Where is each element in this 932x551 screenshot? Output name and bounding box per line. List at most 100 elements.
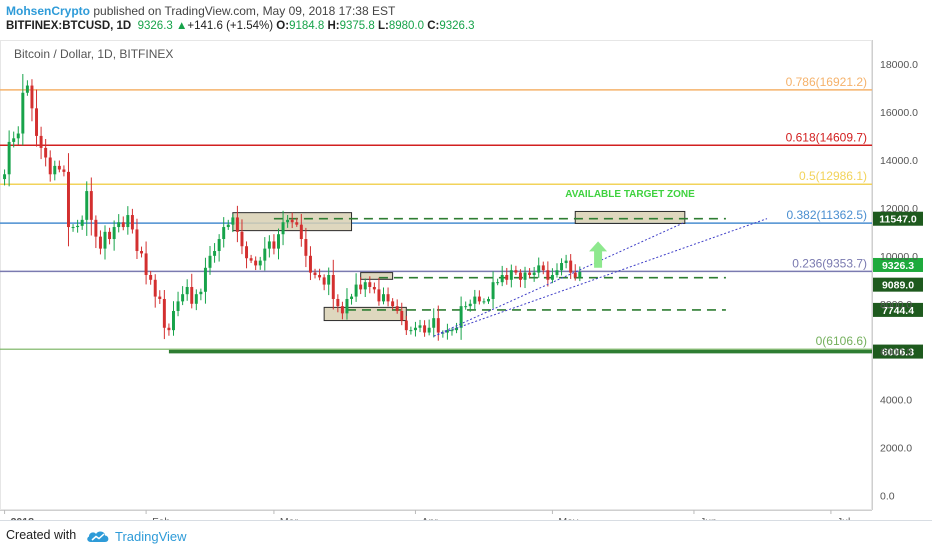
candle-body bbox=[263, 248, 267, 261]
candle-body bbox=[62, 169, 66, 172]
candle-body bbox=[382, 294, 385, 302]
candle-body bbox=[57, 165, 61, 170]
candle-body bbox=[35, 108, 39, 136]
candle-body bbox=[304, 239, 308, 256]
candle-body bbox=[523, 272, 527, 280]
candle-body bbox=[359, 284, 363, 290]
candle-body bbox=[514, 270, 518, 273]
x-tick-label: Jun bbox=[700, 516, 717, 520]
candle-body bbox=[555, 270, 559, 275]
candle-body bbox=[455, 327, 459, 331]
candle-body bbox=[112, 227, 116, 240]
candle-body bbox=[413, 327, 417, 331]
y-tick-label: 8000.0 bbox=[880, 299, 912, 311]
ohlc-line: BITFINEX:BTCUSD, 1D 9326.3 ▲+141.6 (+1.5… bbox=[6, 20, 475, 32]
candle-body bbox=[126, 215, 130, 228]
candle-body bbox=[509, 270, 513, 280]
candle-body bbox=[395, 306, 399, 311]
candle-body bbox=[477, 296, 481, 302]
candle-body bbox=[103, 231, 107, 249]
candle-body bbox=[505, 275, 509, 280]
candle-body bbox=[528, 272, 532, 275]
last-price: 9326.3 bbox=[137, 20, 173, 32]
chart-header: MohsenCrypto published on TradingView.co… bbox=[0, 0, 932, 40]
target-zone-label: AVAILABLE TARGET ZONE bbox=[565, 189, 695, 200]
candle-body bbox=[181, 294, 185, 302]
candle-body bbox=[391, 301, 395, 307]
chart-title: Bitcoin / Dollar, 1D, BITFINEX bbox=[14, 47, 173, 61]
candle-body bbox=[368, 282, 372, 287]
x-tick-label: 2018 bbox=[11, 516, 35, 520]
fib-level-label: 0.382(11362.5) bbox=[786, 208, 867, 222]
candle-body bbox=[30, 85, 34, 109]
high-label: H: bbox=[327, 20, 340, 32]
candle-body bbox=[281, 222, 285, 235]
candle-body bbox=[345, 298, 349, 314]
candle-body bbox=[322, 277, 326, 285]
open-value: 9184.8 bbox=[289, 20, 325, 32]
author-link[interactable]: MohsenCrypto bbox=[6, 4, 90, 18]
candle-body bbox=[409, 330, 413, 332]
candle-body bbox=[573, 272, 577, 278]
y-tick-label: 0.0 bbox=[880, 491, 895, 503]
candle-body bbox=[21, 92, 25, 134]
trend-line bbox=[433, 221, 686, 337]
candle-body bbox=[400, 310, 404, 321]
candle-body bbox=[327, 275, 331, 285]
low-value: 8980.0 bbox=[388, 20, 425, 32]
candle-body bbox=[377, 289, 381, 302]
candle-body bbox=[158, 296, 162, 299]
candle-body bbox=[12, 138, 16, 142]
x-tick-label: May bbox=[558, 516, 579, 520]
candle-body bbox=[560, 263, 564, 271]
price-tag-label: 6006.3 bbox=[882, 347, 914, 359]
candle-body bbox=[473, 296, 477, 304]
candle-body bbox=[578, 271, 582, 278]
candle-body bbox=[299, 224, 303, 240]
price-tag bbox=[873, 344, 923, 359]
y-tick-label: 10000.0 bbox=[880, 251, 918, 263]
candle-body bbox=[496, 282, 500, 284]
brand-link[interactable]: TradingView bbox=[86, 526, 187, 546]
price-tag-label: 11547.0 bbox=[879, 214, 917, 226]
low-label: L: bbox=[377, 20, 389, 32]
candle-body bbox=[537, 265, 541, 273]
fib-level-label: 0.618(14609.7) bbox=[786, 130, 867, 144]
candle-body bbox=[162, 298, 166, 328]
candle-body bbox=[121, 222, 125, 228]
symbol-label: BITFINEX:BTCUSD, 1D bbox=[6, 20, 132, 32]
y-tick-label: 18000.0 bbox=[880, 59, 918, 71]
candle-body bbox=[235, 217, 239, 232]
candle-body bbox=[258, 260, 262, 266]
candle-body bbox=[130, 215, 134, 230]
candle-body bbox=[546, 270, 550, 280]
close-label: C: bbox=[427, 20, 440, 32]
candle-body bbox=[66, 171, 70, 228]
candle-body bbox=[80, 219, 84, 226]
candle-body bbox=[318, 275, 322, 278]
candle-body bbox=[194, 294, 198, 304]
y-tick-label: 4000.0 bbox=[880, 395, 912, 407]
candle-body bbox=[39, 135, 43, 148]
price-tag bbox=[873, 211, 923, 226]
x-tick-label: Jul bbox=[837, 516, 850, 520]
candle-body bbox=[372, 286, 376, 290]
candle-body bbox=[231, 217, 235, 225]
candle-body bbox=[245, 246, 249, 259]
candle-body bbox=[208, 255, 212, 268]
candle-body bbox=[423, 325, 427, 333]
candle-body bbox=[468, 303, 472, 307]
candle-body bbox=[85, 191, 89, 220]
candle-body bbox=[149, 275, 153, 280]
candle-body bbox=[213, 251, 217, 256]
fib-level-label: 0(6106.6) bbox=[816, 334, 867, 348]
candle-body bbox=[140, 251, 144, 254]
price-tag-label: 9089.0 bbox=[882, 280, 914, 292]
candle-body bbox=[108, 231, 112, 240]
y-tick-label: 12000.0 bbox=[880, 203, 918, 215]
candle-body bbox=[185, 286, 189, 295]
candle-body bbox=[569, 260, 573, 273]
candle-body bbox=[7, 141, 11, 175]
candle-body bbox=[89, 191, 93, 220]
price-chart[interactable]: 0.786(16921.2) 0.618(14609.7) 0.5(12986.1)… bbox=[0, 40, 932, 520]
